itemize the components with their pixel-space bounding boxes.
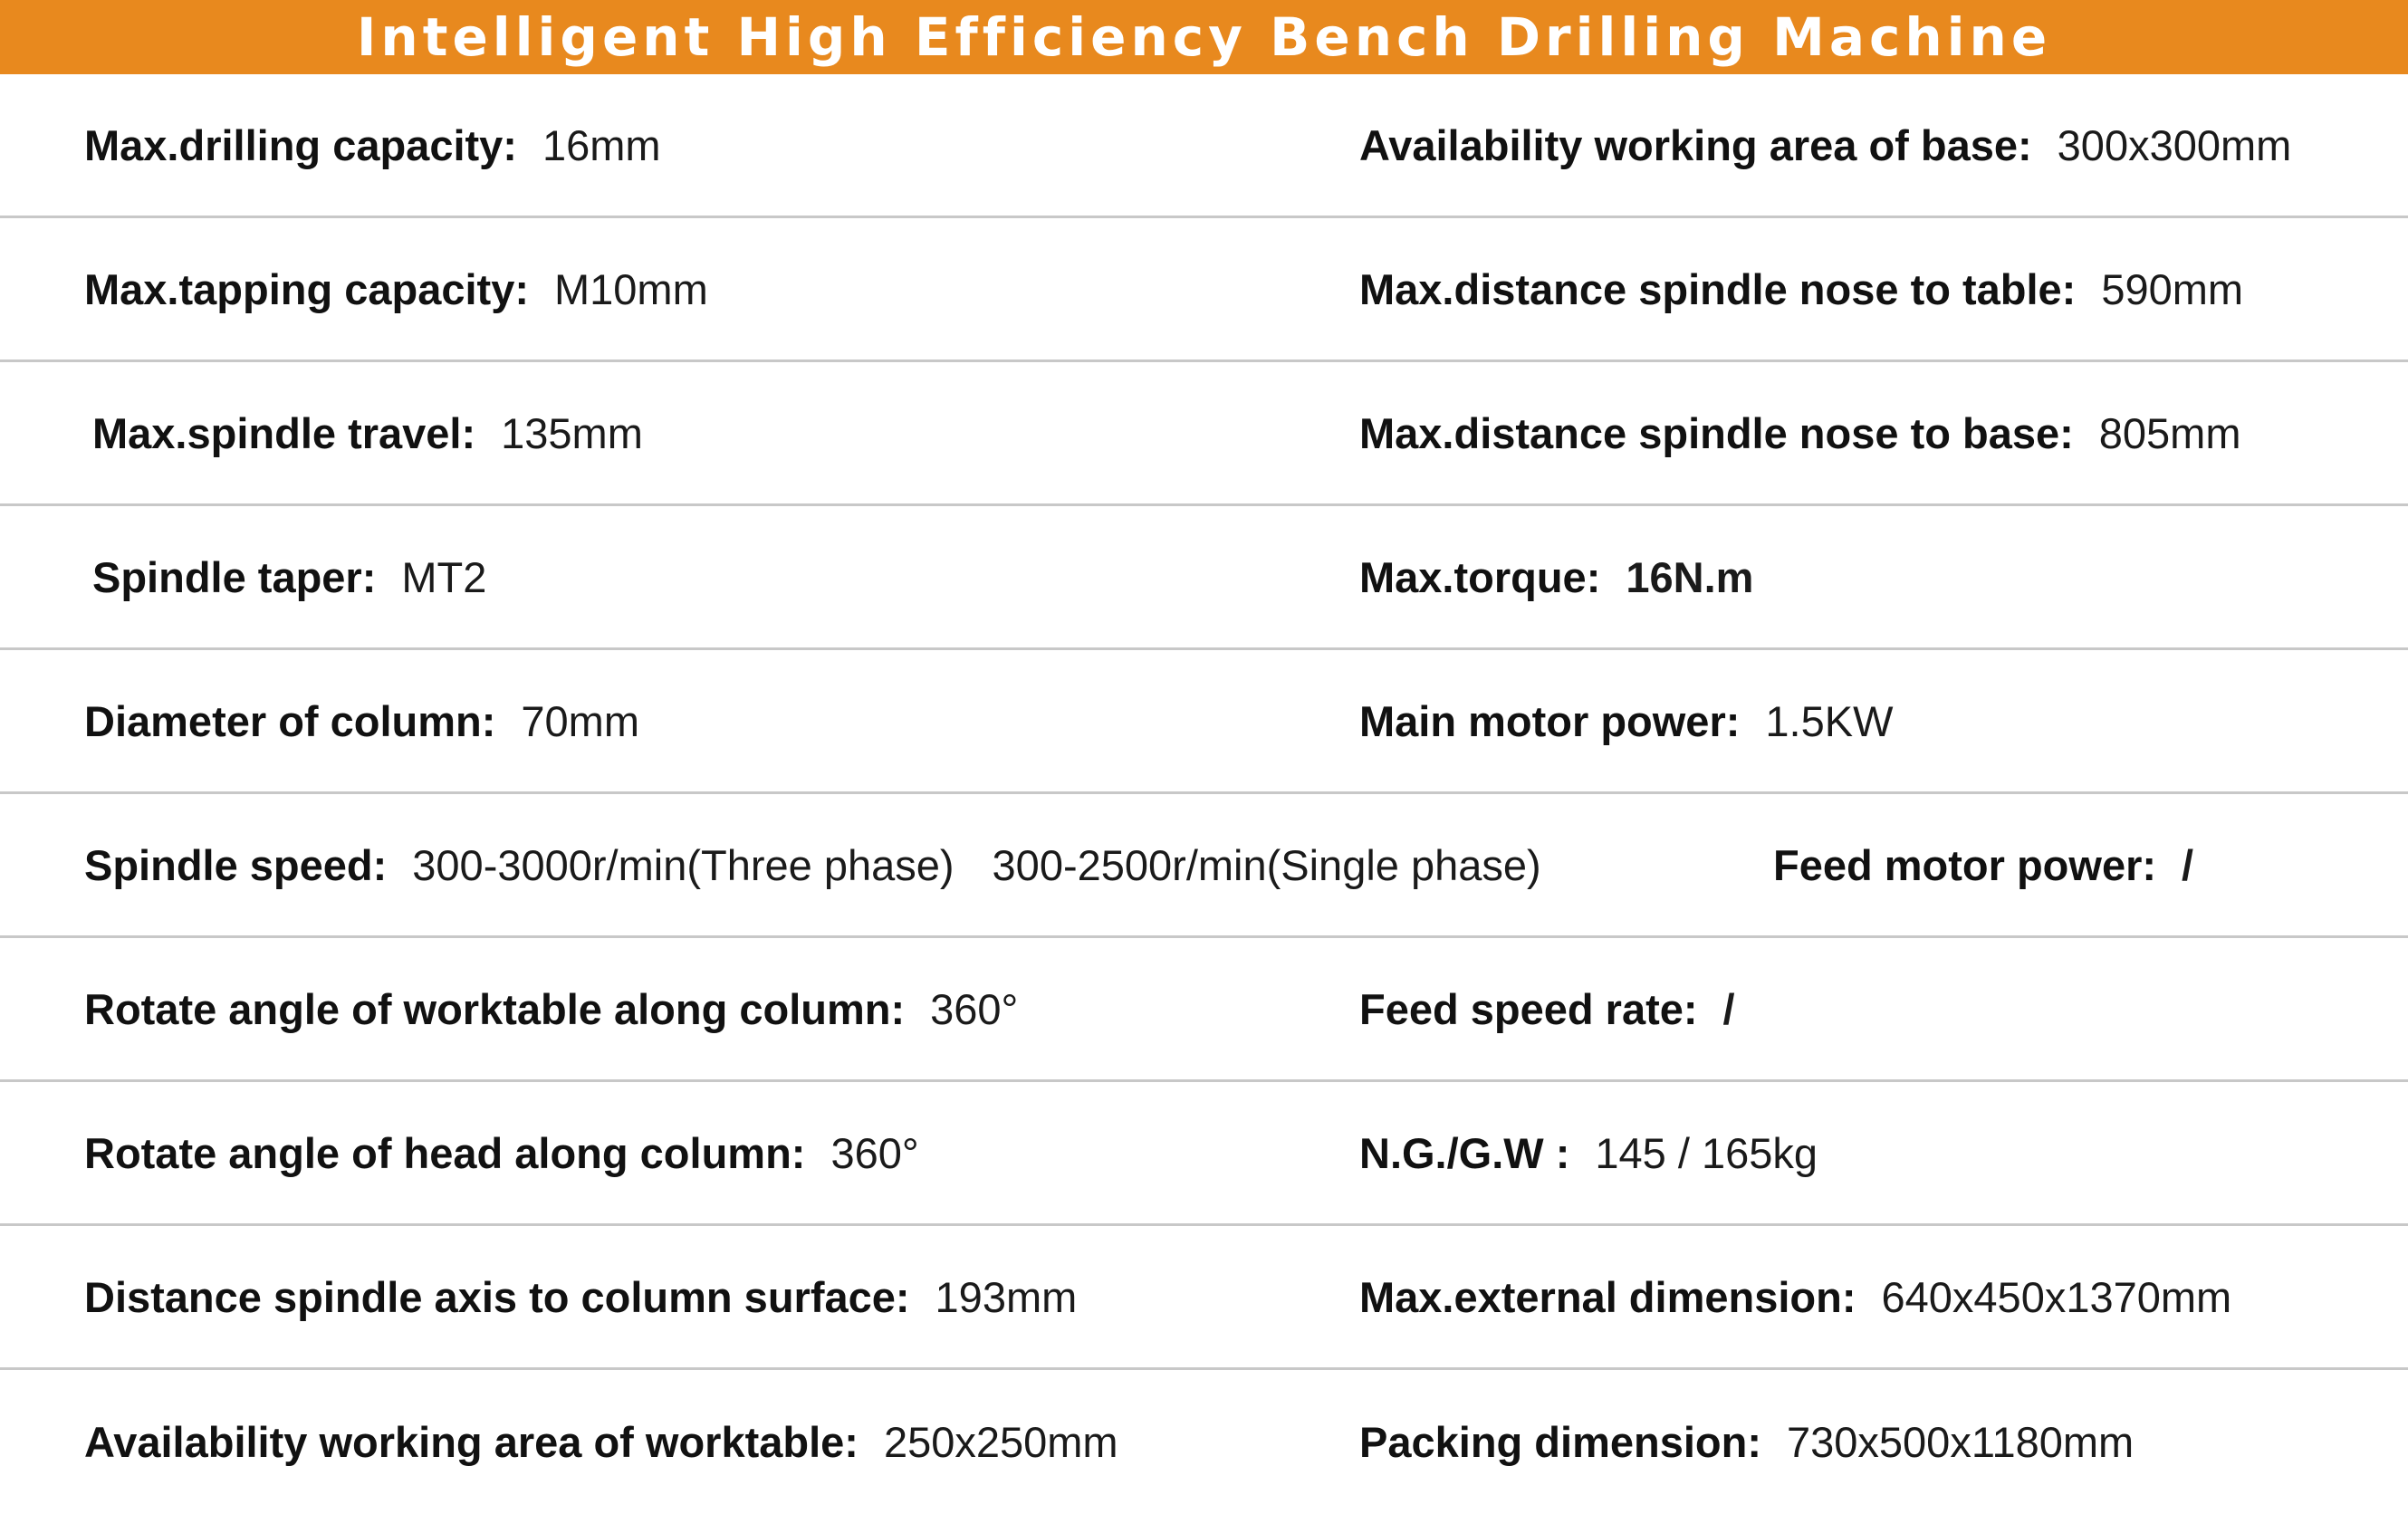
spec-label: Distance spindle axis to column surface:	[84, 1272, 910, 1321]
spec-row: Max.drilling capacity: 16mm Availability…	[0, 74, 2408, 218]
spec-value: /	[1722, 984, 1735, 1033]
spec-label: Rotate angle of worktable along column:	[84, 984, 906, 1033]
spec-cell-right: Packing dimension: 730x500x1180mm	[1359, 1370, 2134, 1514]
spec-value: 16N.m	[1626, 552, 1754, 601]
spec-cell-right: Max.external dimension: 640x450x1370mm	[1359, 1226, 2231, 1367]
spec-cell-right: Max.torque: 16N.m	[1359, 506, 1753, 647]
spec-row: Rotate angle of worktable along column: …	[0, 938, 2408, 1082]
spec-row: Max.spindle travel: 135mm Max.distance s…	[0, 362, 2408, 506]
spec-cell-right: Feed motor power: /	[1773, 794, 2193, 935]
spec-label: Spindle taper:	[92, 552, 377, 601]
spec-label: Max.drilling capacity:	[84, 120, 517, 169]
spec-row: Spindle taper: MT2 Max.torque: 16N.m	[0, 506, 2408, 650]
spec-cell-left: Max.tapping capacity: M10mm	[84, 218, 708, 359]
spec-cell-left: Availability working area of worktable: …	[84, 1370, 1118, 1514]
spec-row: Spindle speed: 300-3000r/min(Three phase…	[0, 794, 2408, 938]
spec-cell-left: Rotate angle of worktable along column: …	[84, 938, 1018, 1079]
spec-label: N.G./G.W :	[1359, 1128, 1570, 1177]
spec-label: Diameter of column:	[84, 696, 496, 745]
spec-label: Packing dimension:	[1359, 1418, 1761, 1466]
spec-label: Max.torque:	[1359, 552, 1601, 601]
spec-cell-right: Main motor power: 1.5KW	[1359, 650, 1893, 791]
spec-value: /	[2182, 840, 2194, 889]
spec-value: 193mm	[935, 1272, 1078, 1321]
spec-label: Max.external dimension:	[1359, 1272, 1856, 1321]
spec-value: 300x300mm	[2057, 120, 2292, 169]
spec-value: 360°	[930, 984, 1019, 1033]
spec-label: Availability working area of base:	[1359, 120, 2032, 169]
spec-label: Spindle speed:	[84, 840, 388, 889]
spec-label: Feed motor power:	[1773, 840, 2157, 889]
spec-value: M10mm	[554, 264, 708, 313]
spec-row: Availability working area of worktable: …	[0, 1370, 2408, 1514]
spec-label: Max.distance spindle nose to table:	[1359, 264, 2077, 313]
spec-cell-right: Max.distance spindle nose to base: 805mm	[1359, 362, 2241, 503]
spec-cell-left: Spindle taper: MT2	[92, 506, 486, 647]
spec-cell-right: Max.distance spindle nose to table: 590m…	[1359, 218, 2243, 359]
spec-row: Rotate angle of head along column: 360° …	[0, 1082, 2408, 1226]
spec-value: 360°	[830, 1128, 919, 1177]
spec-table: Max.drilling capacity: 16mm Availability…	[0, 74, 2408, 1514]
spec-value: 135mm	[501, 408, 643, 457]
spec-value-secondary: 300-2500r/min(Single phase)	[992, 840, 1541, 889]
spec-cell-left: Distance spindle axis to column surface:…	[84, 1226, 1077, 1367]
spec-value: 805mm	[2098, 408, 2241, 457]
spec-value: 70mm	[521, 696, 639, 745]
spec-cell-left: Rotate angle of head along column: 360°	[84, 1082, 919, 1223]
spec-cell-left: Max.spindle travel: 135mm	[92, 362, 643, 503]
spec-label: Max.tapping capacity:	[84, 264, 529, 313]
spec-value: 145 / 165kg	[1595, 1128, 1818, 1177]
spec-value: 640x450x1370mm	[1881, 1272, 2232, 1321]
spec-value: MT2	[401, 552, 487, 601]
spec-cell-left: Spindle speed: 300-3000r/min(Three phase…	[84, 794, 1541, 935]
spec-value: 250x250mm	[883, 1418, 1118, 1466]
spec-value: 300-3000r/min(Three phase)	[412, 840, 955, 889]
page-title: Intelligent High Efficiency Bench Drilli…	[356, 6, 2052, 68]
spec-label: Availability working area of worktable:	[84, 1418, 859, 1466]
spec-row: Distance spindle axis to column surface:…	[0, 1226, 2408, 1370]
spec-cell-left: Max.drilling capacity: 16mm	[84, 74, 661, 216]
spec-cell-right: Feed speed rate: /	[1359, 938, 1735, 1079]
spec-label: Max.distance spindle nose to base:	[1359, 408, 2074, 457]
spec-label: Rotate angle of head along column:	[84, 1128, 806, 1177]
title-bar: Intelligent High Efficiency Bench Drilli…	[0, 0, 2408, 74]
spec-value: 16mm	[542, 120, 661, 169]
spec-label: Max.spindle travel:	[92, 408, 476, 457]
spec-value: 730x500x1180mm	[1786, 1418, 2135, 1466]
spec-row: Max.tapping capacity: M10mm Max.distance…	[0, 218, 2408, 362]
spec-cell-right: N.G./G.W : 145 / 165kg	[1359, 1082, 1818, 1223]
spec-cell-left: Diameter of column: 70mm	[84, 650, 639, 791]
spec-cell-right: Availability working area of base: 300x3…	[1359, 74, 2291, 216]
spec-value: 1.5KW	[1765, 696, 1894, 745]
spec-label: Feed speed rate:	[1359, 984, 1698, 1033]
spec-label: Main motor power:	[1359, 696, 1741, 745]
spec-row: Diameter of column: 70mm Main motor powe…	[0, 650, 2408, 794]
spec-value: 590mm	[2101, 264, 2244, 313]
